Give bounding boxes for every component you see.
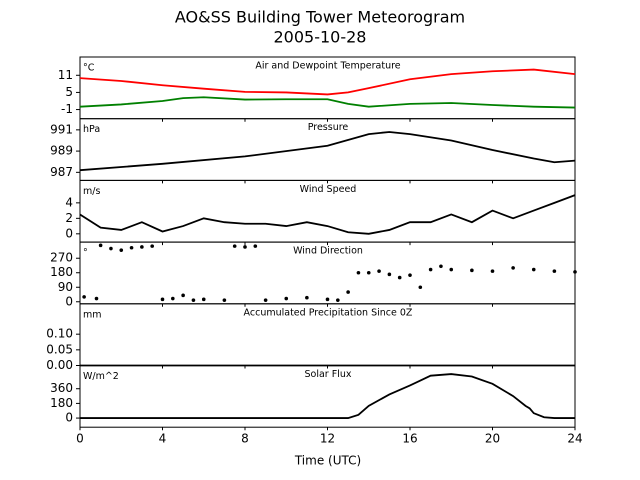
y-tick-label: 0 [65,411,73,425]
data-point [119,248,124,252]
data-point [346,290,350,294]
y-tick-label: 5 [65,85,73,99]
x-axis-label: Time (UTC) [294,454,361,468]
y-tick-label: 180 [50,265,73,279]
x-tick-label: 0 [76,432,84,446]
data-point [94,296,99,301]
data-point [191,298,196,302]
data-point [531,267,536,272]
x-tick-label: 24 [567,432,582,446]
x-tick-label: 12 [320,432,335,446]
data-point [573,270,577,274]
x-tick-label: 16 [402,432,417,446]
y-tick-label: 0.10 [46,327,73,341]
data-point [150,244,154,248]
panel-unit: mm [83,309,102,320]
data-point [511,266,515,270]
data-point [325,297,330,302]
data-point [82,295,86,299]
data-point [470,268,474,273]
data-point [243,245,247,249]
data-point [181,293,185,298]
data-point [109,246,113,251]
x-tick-label: 4 [159,432,167,446]
y-tick-label: 0.00 [46,358,73,372]
data-line [79,68,576,96]
data-point [263,298,268,302]
y-tick-label: 989 [50,144,73,158]
data-point [305,295,309,300]
data-point [160,297,165,302]
y-tick-label: 180 [50,396,73,410]
data-point [490,269,495,273]
x-tick-label: 8 [241,432,249,446]
data-point [552,269,557,273]
y-tick-label: 0 [65,294,73,308]
panel-unit: hPa [83,124,100,135]
data-point [387,272,392,277]
panel-unit: W/m^2 [83,371,119,382]
panel-title: Wind Direction [293,246,363,257]
panel-title: Air and Dewpoint Temperature [255,61,400,72]
y-tick-label: -1 [61,102,73,116]
y-tick-label: 4 [65,195,73,209]
data-point [140,245,144,249]
panel-title: Wind Speed [300,184,357,195]
data-line [79,96,576,109]
data-point [418,285,423,290]
data-point [171,296,175,301]
y-tick-label: 0 [65,226,73,240]
data-point [397,275,402,280]
data-point [98,243,103,248]
panel-unit: m/s [83,186,100,197]
data-point [222,298,227,302]
y-tick-label: 270 [50,251,73,265]
y-tick-label: 360 [50,381,73,395]
y-tick-label: 0.05 [46,342,73,356]
figure-date: 2005-10-28 [274,28,367,47]
y-tick-label: 2 [65,211,73,225]
data-point [253,244,258,248]
data-point [366,270,371,275]
panel-unit: °C [83,63,95,74]
data-line [80,373,575,419]
data-point [201,297,206,302]
data-point [284,296,289,301]
data-point [377,269,381,273]
y-tick-label: 991 [50,122,73,136]
panel-title: Solar Flux [305,369,352,380]
panel-title: Pressure [308,122,349,133]
panel-title: Accumulated Precipitation Since 0Z [244,307,413,318]
x-tick-label: 20 [485,432,500,446]
data-point [356,270,361,275]
data-point [449,267,454,272]
data-line [79,194,576,235]
data-point [408,273,412,277]
y-tick-label: 90 [58,280,73,294]
data-point [232,244,237,248]
y-tick-label: 11 [58,68,73,82]
figure-title: AO&SS Building Tower Meteorogram [175,8,465,27]
data-point [439,264,443,269]
y-tick-label: 987 [50,165,73,179]
data-point [129,245,134,250]
panel-unit: ° [83,248,88,259]
data-point [336,298,340,302]
data-line [79,131,576,172]
data-point [428,267,433,272]
